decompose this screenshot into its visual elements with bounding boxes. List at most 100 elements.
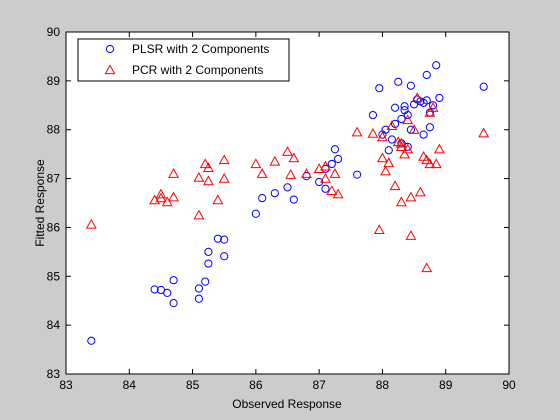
pcr-point <box>405 230 417 240</box>
plsr-point <box>204 259 213 268</box>
plsr-point <box>258 194 267 203</box>
plsr-point <box>330 145 340 154</box>
pcr-point <box>421 262 433 273</box>
pcr-point <box>250 158 262 169</box>
pcr-point <box>430 158 442 169</box>
plsr-point <box>321 184 330 193</box>
x-tick-label: 87 <box>312 378 326 392</box>
plsr-point <box>375 84 384 93</box>
pcr-point <box>424 106 436 117</box>
plsr-point <box>387 135 397 144</box>
legend: PLSR with 2 Components PCR with 2 Compone… <box>77 38 290 82</box>
series-pcr <box>85 92 490 273</box>
plsr-point <box>428 101 438 110</box>
plot-area <box>66 32 509 374</box>
data-points <box>85 61 490 345</box>
axis-ticks: 83 84 85 86 87 88 89 90 83 84 85 86 87 88 89 90 <box>47 25 516 392</box>
x-tick-label: 84 <box>123 378 137 392</box>
legend-label-plsr: PLSR with 2 Components <box>132 42 269 56</box>
pcr-point <box>320 172 331 183</box>
pcr-point <box>367 127 379 138</box>
y-tick-label: 85 <box>47 269 61 283</box>
plsr-point <box>163 288 172 297</box>
pcr-point <box>218 154 230 165</box>
pcr-point <box>285 169 297 179</box>
y-tick-label: 88 <box>47 123 61 137</box>
plsr-point <box>406 81 416 90</box>
pcr-point <box>383 157 395 168</box>
plsr-point <box>403 110 412 120</box>
y-tick-label: 90 <box>47 25 61 39</box>
pcr-point <box>149 194 161 205</box>
plsr-point <box>334 154 343 164</box>
pcr-point <box>405 191 417 202</box>
x-tick-label: 83 <box>59 378 73 392</box>
pcr-point <box>376 131 388 142</box>
y-tick-label: 87 <box>47 172 61 186</box>
pcr-point <box>202 162 214 173</box>
plsr-point <box>87 336 96 345</box>
plsr-point <box>327 159 336 169</box>
plsr-point <box>169 276 178 285</box>
pcr-point <box>402 143 414 154</box>
plsr-point <box>422 70 431 80</box>
plsr-point <box>397 114 406 124</box>
pcr-point <box>373 224 385 235</box>
pcr-point <box>329 168 341 178</box>
plsr-point <box>353 170 362 179</box>
pcr-point <box>389 180 401 191</box>
y-axis-label: Fitted Response <box>33 159 47 247</box>
pcr-point <box>332 188 344 199</box>
plsr-point <box>390 103 400 112</box>
x-tick-label: 85 <box>186 378 200 392</box>
pcr-point <box>282 146 293 156</box>
pcr-point <box>399 148 411 159</box>
pcr-point <box>351 126 363 137</box>
y-tick-label: 86 <box>47 220 61 234</box>
plsr-point <box>479 82 488 91</box>
plsr-point <box>169 299 178 308</box>
plsr-point <box>394 77 403 86</box>
plot-frame <box>65 31 510 375</box>
pcr-point <box>212 194 224 205</box>
plsr-point <box>422 96 431 105</box>
legend-label-pcr: PCR with 2 Components <box>132 63 263 77</box>
pcr-point <box>433 143 445 154</box>
pcr-point <box>411 92 423 103</box>
pcr-point <box>155 188 167 199</box>
x-tick-label: 89 <box>439 378 453 392</box>
plsr-point <box>400 102 409 111</box>
plsr-point <box>270 189 279 198</box>
plsr-point <box>213 234 222 243</box>
pcr-point <box>202 175 214 186</box>
pcr-point <box>427 102 439 112</box>
pcr-point <box>85 218 97 229</box>
y-tick-label: 84 <box>47 318 61 332</box>
plsr-point <box>150 285 159 294</box>
pcr-point <box>199 158 211 169</box>
x-axis-label: Observed Response <box>232 397 342 411</box>
plsr-point <box>432 61 441 70</box>
pcr-point <box>386 120 398 130</box>
pcr-point <box>193 209 205 220</box>
pcr-point <box>395 137 407 148</box>
pcr-point <box>408 124 420 134</box>
pcr-point <box>395 196 407 207</box>
pcr-point <box>376 152 388 163</box>
pcr-point <box>256 168 268 178</box>
x-tick-label: 88 <box>376 378 390 392</box>
plsr-point <box>201 277 210 286</box>
plsr-point <box>194 284 203 293</box>
pcr-point <box>478 127 490 138</box>
pcr-point <box>421 154 433 165</box>
y-tick-label: 89 <box>47 74 61 88</box>
pcr-point <box>380 165 392 176</box>
pcr-point <box>168 168 180 178</box>
plsr-point <box>368 110 378 120</box>
pcr-point <box>395 141 407 151</box>
plsr-point <box>194 294 203 303</box>
pcr-point <box>326 185 338 195</box>
pcr-point <box>414 186 426 197</box>
plsr-point <box>220 252 229 261</box>
legend-marker-plsr <box>105 44 115 54</box>
